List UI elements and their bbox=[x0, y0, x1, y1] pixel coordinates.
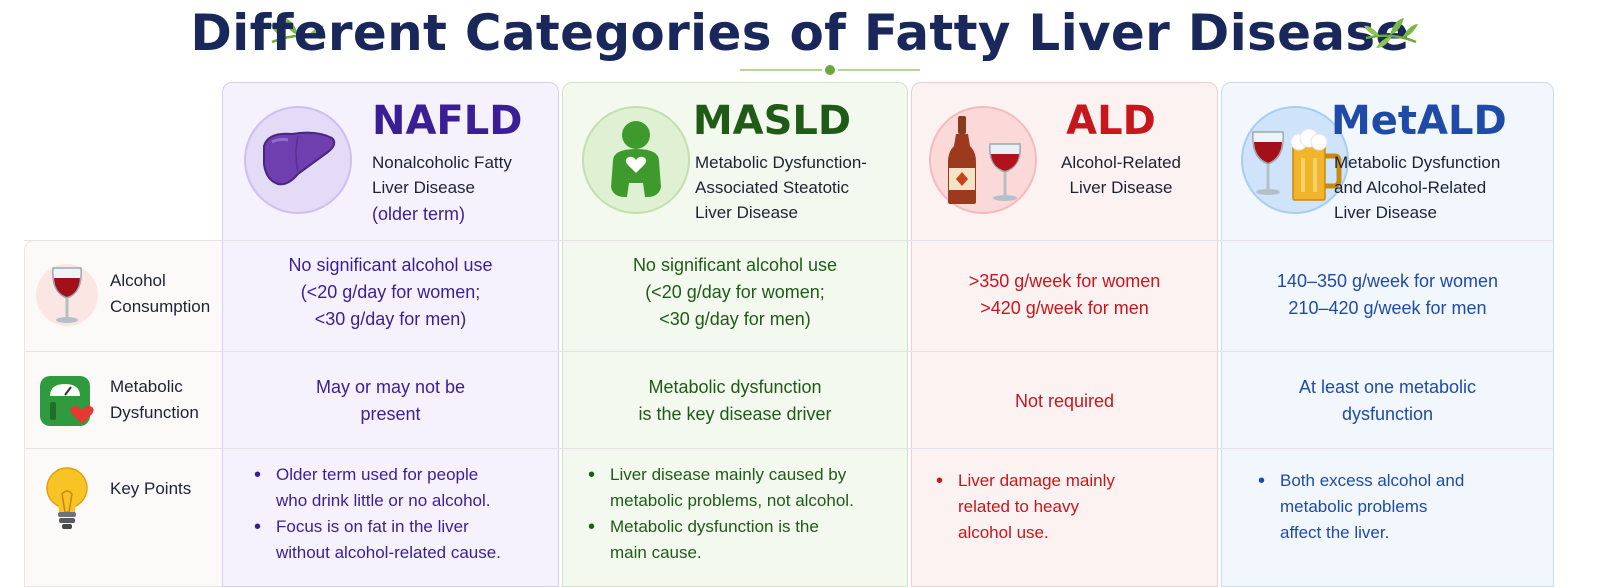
header-masld: MASLD Metabolic Dysfunction- Associated … bbox=[562, 82, 908, 240]
header-metald: MetALD Metabolic Dysfunction and Alcohol… bbox=[1221, 82, 1554, 240]
leaf-sprig-left-icon bbox=[270, 18, 324, 48]
row-divider bbox=[24, 448, 1554, 449]
column-subtitle: Metabolic Dysfunction- Associated Steato… bbox=[695, 153, 867, 222]
alcohol-nafld: No significant alcohol use (<20 g/day fo… bbox=[288, 255, 493, 329]
scale-heart-icon bbox=[36, 370, 98, 432]
alcohol-metald: 140–350 g/week for women 210–420 g/week … bbox=[1276, 271, 1499, 318]
wine-glass-icon bbox=[36, 264, 98, 326]
header-nafld: NAFLD Nonalcoholic Fatty Liver Disease (… bbox=[222, 82, 559, 240]
title-area: Different Categories of Fatty Liver Dise… bbox=[0, 0, 1600, 80]
wine-beer-icon bbox=[1241, 106, 1349, 214]
key-points-masld: Liver disease mainly caused bymetabolic … bbox=[586, 462, 896, 566]
column-title: MASLD bbox=[692, 98, 852, 144]
row-label-metabolic: Metabolic Dysfunction bbox=[110, 377, 199, 422]
metabolic-nafld: May or may not be present bbox=[315, 377, 466, 424]
row-label-alcohol: Alcohol Consumption bbox=[110, 271, 211, 316]
lightbulb-icon bbox=[36, 467, 98, 530]
column-title: MetALD bbox=[1331, 98, 1507, 144]
older-term-note: (older term) bbox=[372, 204, 466, 224]
row-divider bbox=[24, 351, 1554, 352]
page-title: Different Categories of Fatty Liver Dise… bbox=[190, 4, 1410, 62]
column-subtitle: Nonalcoholic Fatty Liver Disease (older … bbox=[372, 150, 552, 227]
column-title: NAFLD bbox=[372, 98, 523, 144]
metabolic-metald: At least one metabolic dysfunction bbox=[1298, 377, 1477, 424]
alcohol-ald: >350 g/week for women >420 g/week for me… bbox=[968, 271, 1161, 318]
alcohol-masld: No significant alcohol use (<20 g/day fo… bbox=[632, 255, 838, 329]
wine-bottle-glass-icon bbox=[929, 106, 1037, 214]
list-item: Liver disease mainly caused bymetabolic … bbox=[586, 462, 896, 514]
metabolic-ald: Not required bbox=[1014, 391, 1115, 411]
leaf-sprig-right-icon bbox=[1364, 18, 1418, 48]
column-title: ALD bbox=[1066, 98, 1156, 144]
metabolic-masld: Metabolic dysfunction is the key disease… bbox=[638, 377, 832, 424]
row-label-key-points: Key Points bbox=[110, 479, 192, 498]
liver-icon bbox=[244, 106, 352, 214]
column-subtitle: Metabolic Dysfunction and Alcohol-Relate… bbox=[1334, 153, 1501, 222]
row-divider bbox=[24, 240, 1554, 241]
title-divider bbox=[740, 65, 920, 75]
person-heart-icon bbox=[582, 106, 690, 214]
header-ald: ALD Alcohol-Related Liver Disease bbox=[911, 82, 1218, 240]
column-subtitle: Alcohol-Related Liver Disease bbox=[1060, 153, 1181, 197]
